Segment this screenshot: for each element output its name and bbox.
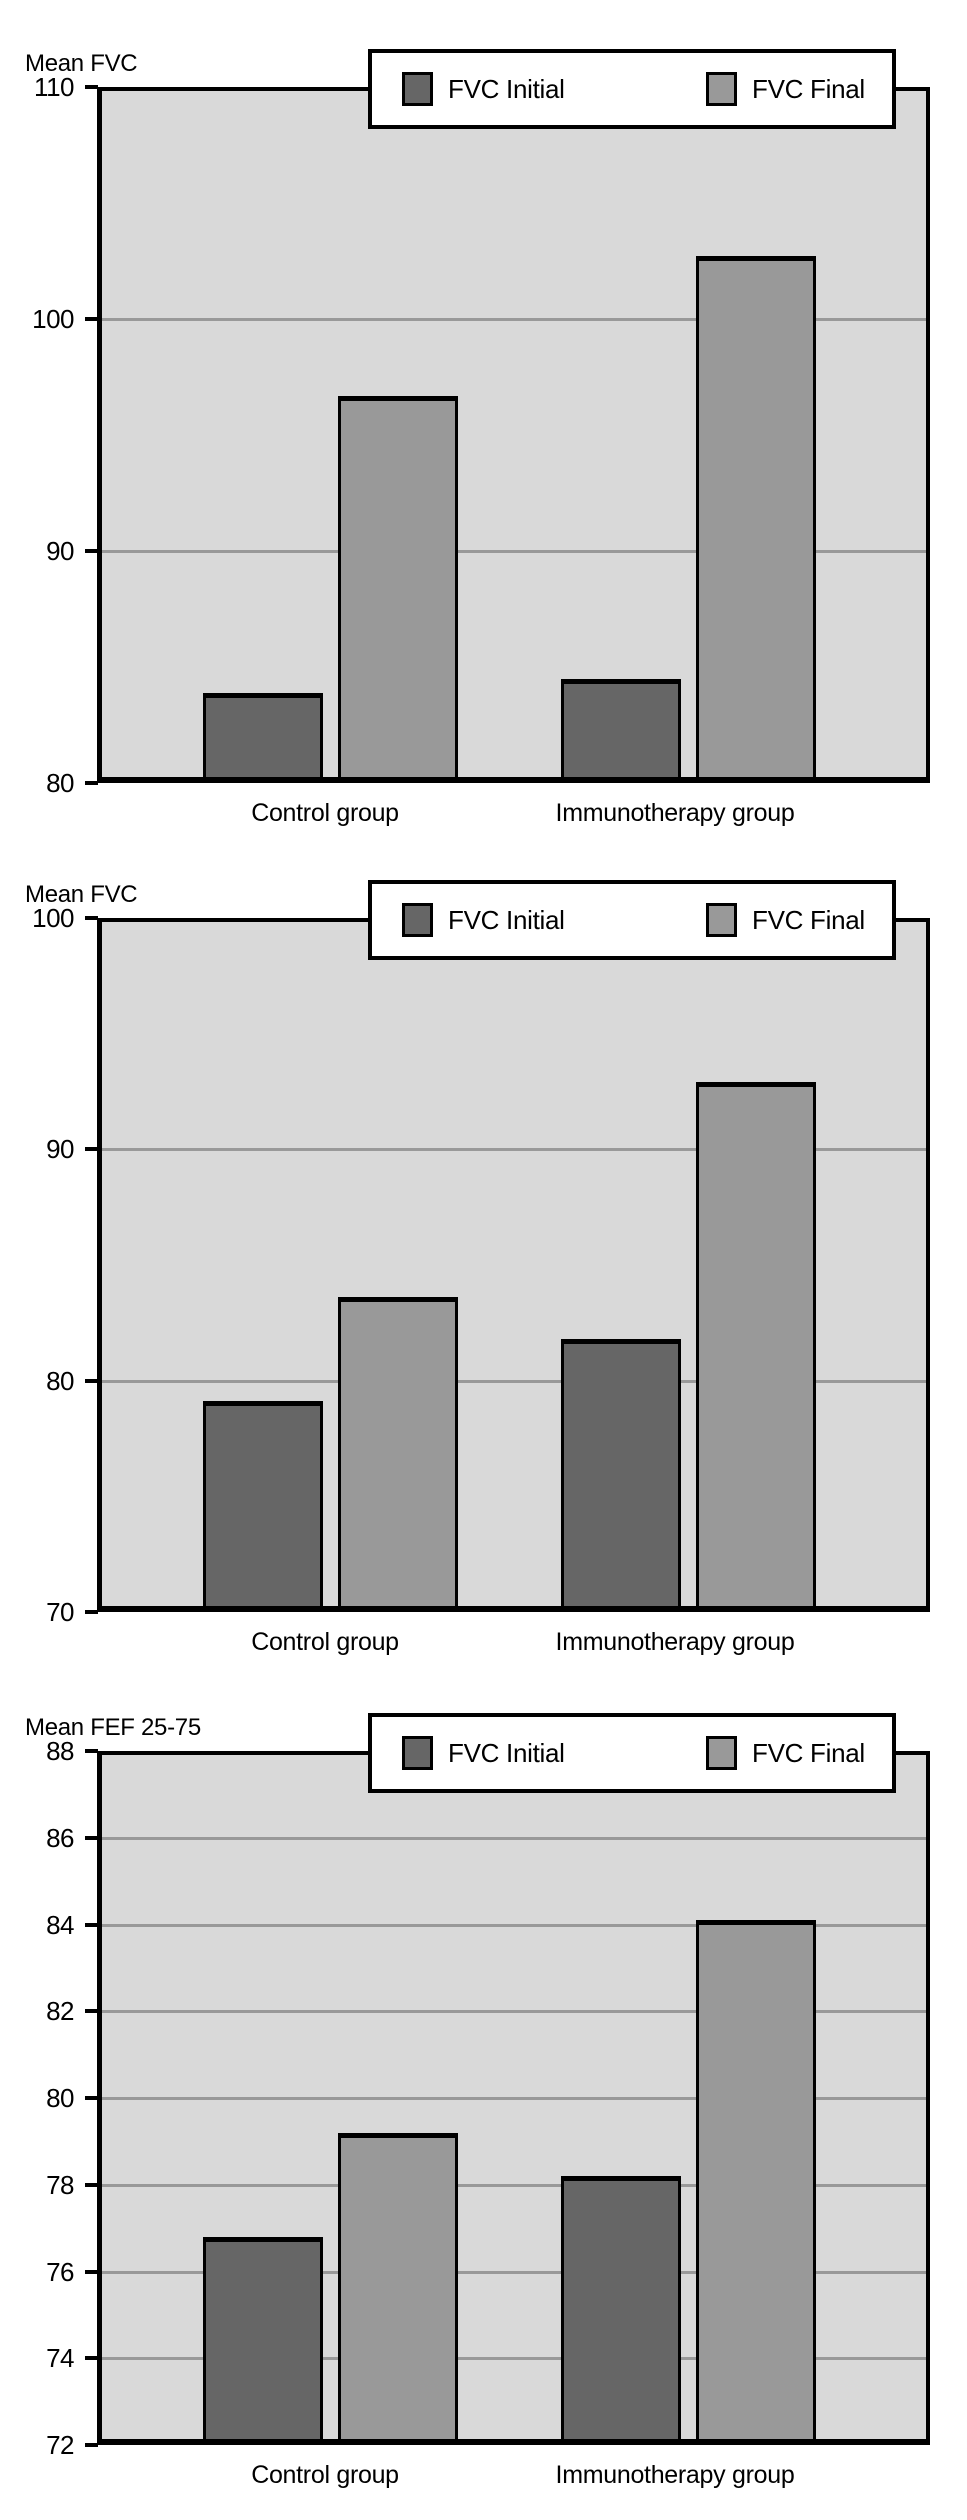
- y-tick-mark: [85, 2356, 98, 2361]
- y-tick-label: 80: [46, 768, 74, 798]
- gridline: [102, 2357, 926, 2361]
- y-tick-label: 80: [46, 1365, 74, 1396]
- y-tick-label: 80: [46, 2083, 74, 2113]
- bar-fvc-final: [696, 1920, 816, 2439]
- legend-box: [368, 49, 896, 129]
- y-tick-label: 100: [32, 304, 74, 334]
- y-tick-label: 90: [46, 536, 74, 566]
- bar-fvc-final: [696, 1082, 816, 1606]
- y-tick-label: 90: [46, 1134, 74, 1165]
- y-tick-mark: [85, 549, 98, 553]
- y-tick-mark: [85, 2269, 98, 2274]
- y-tick-mark: [85, 1835, 98, 1840]
- x-category-label: Immunotherapy group: [555, 1628, 795, 1656]
- chart-title: Mean FEF 25-75: [25, 1714, 201, 1741]
- y-tick-label: 84: [46, 1909, 74, 1940]
- y-tick-label: 70: [46, 1597, 74, 1627]
- y-tick-label: 76: [46, 2256, 74, 2287]
- y-tick-label: 100: [32, 903, 74, 933]
- y-tick-label: 110: [34, 72, 74, 102]
- gridline: [102, 550, 926, 553]
- chart-title: Mean FVC: [25, 50, 138, 77]
- legend-swatch-final: [706, 903, 737, 937]
- bar-fvc-final: [696, 256, 816, 777]
- gridline: [102, 1923, 926, 1927]
- legend-box: [368, 880, 896, 960]
- y-tick-mark: [85, 317, 98, 321]
- y-tick-label: 86: [46, 1822, 74, 1853]
- y-tick-mark: [85, 1749, 98, 1753]
- bar-fvc-initial: [561, 678, 681, 777]
- gridline: [102, 2097, 926, 2100]
- legend-swatch-initial: [402, 1736, 433, 1770]
- legend-label: FVC Final: [752, 905, 865, 935]
- bar-fvc-initial: [561, 1339, 681, 1606]
- x-category-label: Control group: [251, 799, 399, 827]
- y-tick-label: 82: [46, 1996, 74, 2027]
- x-category-label: Immunotherapy group: [555, 799, 795, 827]
- x-category-label: Immunotherapy group: [555, 2461, 795, 2489]
- legend-label: FVC Initial: [448, 905, 565, 935]
- y-tick-label: 72: [46, 2430, 74, 2460]
- legend-swatch-final: [706, 72, 737, 106]
- x-category-label: Control group: [251, 1628, 399, 1656]
- y-tick-mark: [85, 1147, 98, 1152]
- legend-swatch-initial: [402, 72, 433, 106]
- bar-fvc-initial: [203, 1401, 323, 1606]
- y-tick-mark: [85, 2009, 98, 2014]
- y-tick-mark: [85, 2096, 98, 2100]
- gridline: [102, 2010, 926, 2014]
- gridline: [102, 2183, 926, 2187]
- gridline: [102, 1836, 926, 1840]
- x-category-label: Control group: [251, 2461, 399, 2489]
- y-tick-label: 78: [46, 2169, 74, 2200]
- legend-label: FVC Initial: [448, 1738, 565, 1768]
- legend-label: FVC Final: [752, 1738, 865, 1768]
- bar-fvc-final: [338, 2132, 458, 2439]
- gridline: [102, 2270, 926, 2274]
- bar-fvc-final: [338, 395, 458, 777]
- y-tick-mark: [85, 1610, 98, 1614]
- y-tick-mark: [85, 1922, 98, 1927]
- legend-swatch-final: [706, 1736, 737, 1770]
- y-tick-mark: [85, 2443, 98, 2447]
- gridline: [102, 318, 926, 321]
- legend-label: FVC Initial: [448, 74, 565, 104]
- y-tick-mark: [85, 85, 98, 89]
- bar-fvc-initial: [203, 2236, 323, 2439]
- chart-title: Mean FVC: [25, 881, 138, 908]
- gridline: [102, 1148, 926, 1152]
- y-tick-mark: [85, 781, 98, 785]
- y-tick-mark: [85, 1378, 98, 1383]
- y-tick-label: 74: [46, 2343, 74, 2374]
- gridline: [102, 1379, 926, 1383]
- bar-fvc-final: [338, 1297, 458, 1606]
- y-tick-mark: [85, 916, 98, 920]
- y-tick-label: 88: [46, 1736, 74, 1766]
- bar-fvc-initial: [203, 692, 323, 777]
- bar-fvc-initial: [561, 2176, 681, 2439]
- y-tick-mark: [85, 2182, 98, 2187]
- legend-swatch-initial: [402, 903, 433, 937]
- legend-box: [368, 1713, 896, 1793]
- legend-label: FVC Final: [752, 74, 865, 104]
